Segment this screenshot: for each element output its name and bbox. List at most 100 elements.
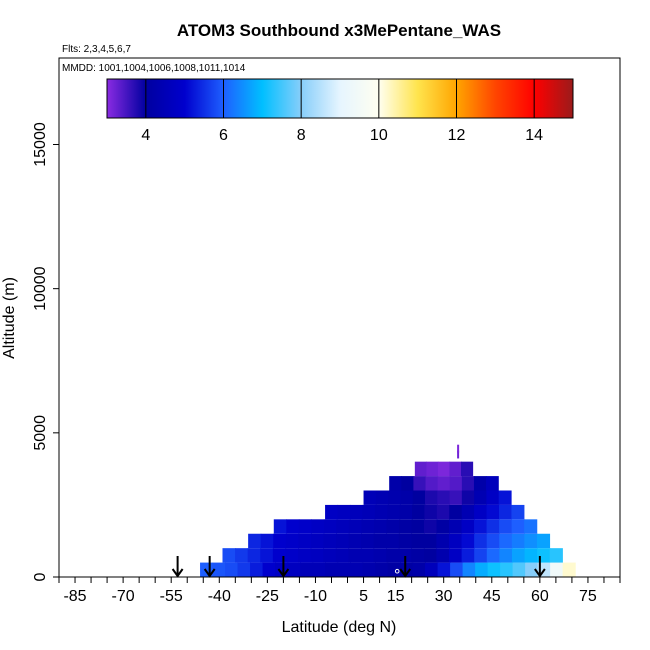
heatmap-cell: [337, 562, 351, 577]
heatmap-cell: [437, 562, 451, 577]
heatmap-cell: [285, 548, 299, 563]
y-tick-label: 15000: [32, 122, 49, 167]
open-circle-marker: [394, 568, 400, 574]
y-tick-label: 0: [32, 572, 49, 581]
heatmap-cell: [473, 476, 487, 491]
colorbar-tick-label: 12: [448, 127, 466, 144]
heatmap-cell: [298, 533, 312, 549]
x-tick-label: -85: [63, 588, 86, 605]
x-tick-label: -25: [256, 588, 279, 605]
heatmap-cell: [399, 504, 413, 520]
heatmap-cell: [475, 562, 489, 577]
heatmap-cell: [311, 519, 325, 534]
heatmap-cell: [449, 533, 463, 549]
x-axis: -85 -70 -55 -40 -25 -10 5 15 30 45 60 75: [58, 576, 621, 605]
heatmap-cell: [436, 533, 450, 549]
x-tick-label: 60: [531, 588, 549, 605]
heatmap-cell: [250, 562, 264, 577]
heatmap-cell: [412, 504, 426, 520]
heatmap-cell: [511, 519, 525, 534]
arrow-head: [399, 568, 412, 578]
heatmap-cell: [287, 562, 301, 577]
heatmap-cell: [387, 504, 401, 520]
x-tick-label: -55: [160, 588, 183, 605]
heatmap-cell: [312, 562, 326, 577]
heatmap-cell: [286, 519, 300, 534]
heatmap-cell: [536, 533, 551, 549]
heatmap-cell: [426, 461, 439, 477]
heatmap-cell: [350, 562, 364, 577]
heatmap-cell: [436, 504, 450, 520]
flight-arrow: [534, 556, 546, 578]
heatmap-cell: [298, 548, 312, 563]
heatmap-cell: [423, 548, 438, 563]
heatmap-cell: [474, 490, 488, 505]
heatmap-cell: [398, 533, 412, 549]
heatmap-cell: [524, 548, 538, 563]
heatmap-cell: [248, 533, 262, 549]
heatmap-cell: [486, 548, 500, 563]
heatmap-cell: [474, 533, 488, 549]
heatmap-cell: [437, 461, 451, 477]
flight-arrow: [203, 556, 216, 578]
x-tick-label: -40: [208, 588, 231, 605]
heatmap-cell: [300, 562, 314, 577]
heatmap-cell: [486, 476, 499, 491]
heatmap-cell: [363, 490, 377, 505]
heatmap-cell: [412, 562, 426, 577]
heatmap-cell: [260, 548, 274, 563]
arrow-head: [171, 568, 184, 578]
heatmap-cell: [411, 548, 425, 563]
heatmap-cell: [335, 548, 349, 563]
heatmap-cell: [285, 533, 299, 549]
flight-arrow: [171, 556, 184, 578]
heatmap-cell: [411, 533, 425, 549]
arrow-head: [277, 568, 290, 578]
heatmap-cell: [486, 533, 500, 549]
data-marker: [457, 444, 460, 453]
heatmap-cell: [524, 519, 538, 534]
colorbar-tick-label: 6: [219, 127, 228, 144]
heatmap-cell: [500, 562, 514, 577]
heatmap-cell: [474, 548, 488, 563]
heatmap-cell: [348, 519, 363, 534]
heatmap-cell: [511, 504, 525, 520]
x-tick-label: 45: [483, 588, 501, 605]
flight-arrow: [399, 556, 412, 578]
dates-note: MMDD: 1001,1004,1006,1008,1011,1014: [62, 63, 246, 74]
heatmap-cell: [401, 476, 415, 491]
heatmap-cell: [437, 490, 451, 505]
heatmap-cell: [310, 548, 324, 563]
y-tick-label: 10000: [32, 266, 49, 311]
x-tick-label: 30: [435, 588, 453, 605]
heatmap-cell: [461, 548, 475, 563]
heatmap-cell: [323, 533, 337, 549]
y-axis: 0 5000 10000 15000: [32, 122, 59, 581]
x-tick-label: 5: [359, 588, 368, 605]
heatmap-cell: [487, 562, 501, 577]
heatmap-cell: [486, 504, 500, 520]
heatmap-cell: [498, 490, 512, 505]
heatmap-cell: [262, 562, 276, 577]
heatmap-cell: [337, 504, 351, 520]
heatmap-cell: [362, 562, 376, 577]
heatmap-cell: [511, 548, 526, 563]
heatmap-cell: [400, 490, 414, 505]
heatmap-cell: [373, 519, 388, 534]
heatmap-cell: [325, 562, 339, 577]
heatmap-cell: [449, 476, 463, 491]
heatmap-cell: [414, 461, 427, 477]
heatmap-cell: [550, 562, 564, 577]
heatmap-cell: [273, 533, 287, 549]
heatmap-cell: [389, 476, 402, 491]
heatmap-cell: [325, 504, 339, 520]
chart-title: ATOM3 Southbound x3MePentane_WAS: [177, 21, 501, 40]
heatmap-cell: [511, 533, 525, 549]
heatmap-cell: [386, 519, 400, 534]
heatmap-cell: [460, 461, 474, 477]
heatmap-cell: [424, 490, 438, 505]
x-tick-label: 15: [387, 588, 405, 605]
heatmap-cell: [323, 519, 337, 534]
heatmap-cell: [373, 533, 387, 549]
